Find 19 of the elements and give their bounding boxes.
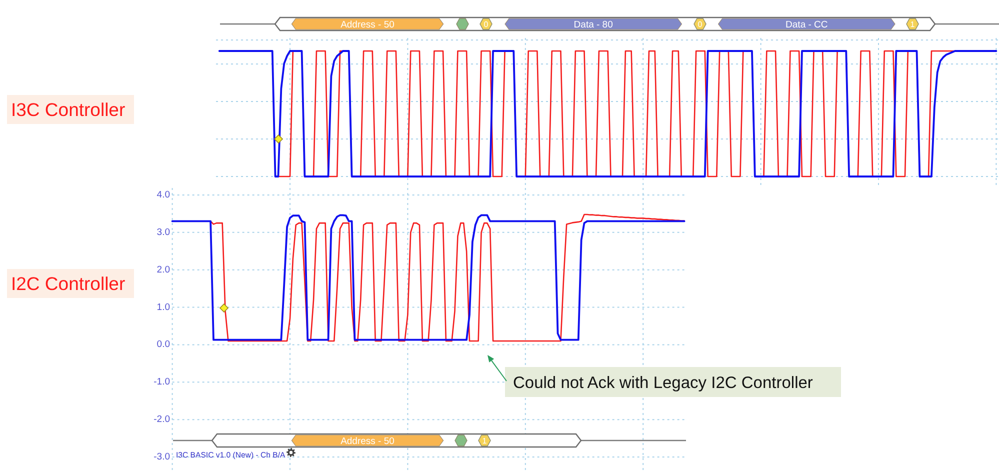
text: I3C Controller [11, 99, 126, 120]
y-tick-label: -1.0 [154, 376, 170, 388]
y-tick-label: -3.0 [154, 452, 170, 462]
annotation: Address - 50 [340, 436, 394, 447]
text: 1 [910, 20, 916, 29]
annotation: Could not Ack with Legacy I2C Controller [513, 374, 814, 392]
y-tick-label: 1.0 [156, 302, 170, 313]
y-tick-label: 3.0 [156, 226, 170, 238]
annotation: 1 [482, 436, 488, 446]
y-tick-label: 0.0 [156, 339, 170, 350]
text: Data - 80 [574, 19, 613, 30]
text: 0 [698, 20, 703, 29]
text: 0 [484, 20, 489, 29]
text: Address - 50 [340, 19, 394, 30]
text: Data - CC [786, 19, 828, 30]
y-tick-label: 4.0 [156, 190, 170, 200]
y-tick-label: 2.0 [156, 264, 170, 276]
y-tick-label: -2.0 [154, 414, 170, 426]
text: I2C Controller [11, 273, 126, 294]
